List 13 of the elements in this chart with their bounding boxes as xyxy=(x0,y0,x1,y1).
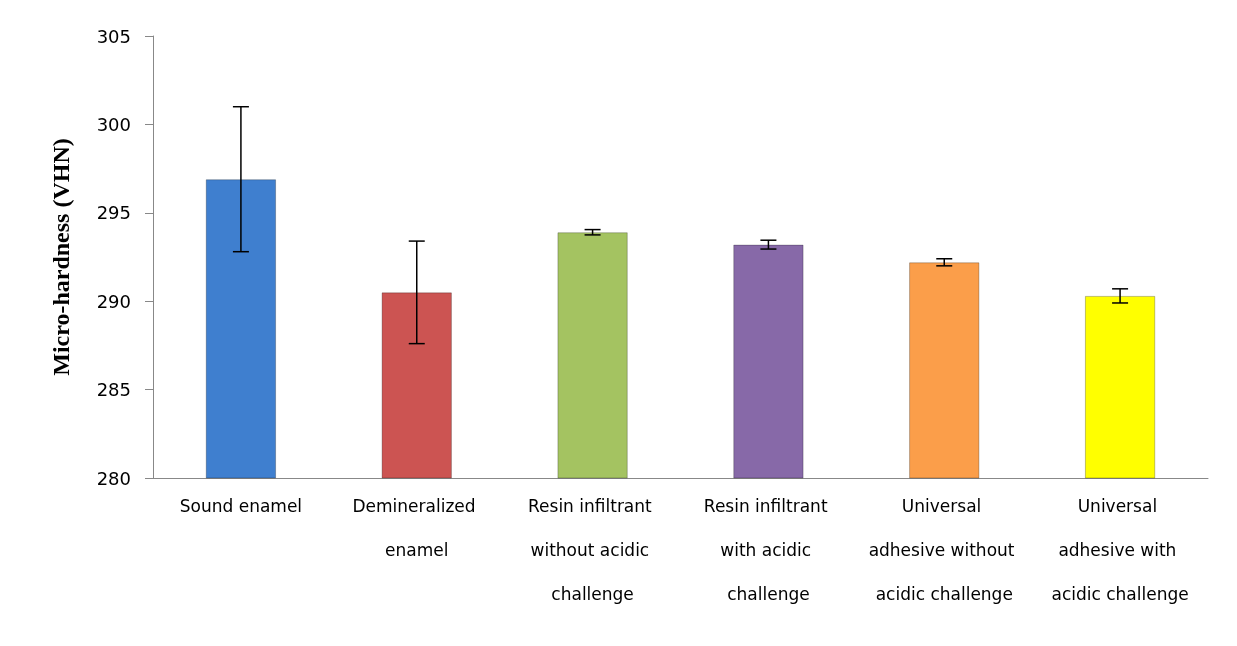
category-label: Resin infiltrant with acidic challenge xyxy=(703,496,828,604)
x-tick-label: Sound enamel xyxy=(179,496,303,516)
y-tick-label: 300 xyxy=(96,113,131,135)
category-label: Resin infiltrant without acidic challenge xyxy=(528,496,652,604)
y-tick-label: 280 xyxy=(96,467,131,489)
y-tick-label: 295 xyxy=(96,202,131,224)
category-label: Universal adhesive with acidic challenge xyxy=(1051,496,1189,604)
y-tick-label: 290 xyxy=(96,290,131,312)
y-axis-title: Micro-hardness (VHN) xyxy=(48,138,74,376)
category-label: Demineralized enamel xyxy=(352,496,476,560)
y-tick-label: 285 xyxy=(96,379,131,401)
category-label: Universal adhesive without acidic challenge xyxy=(868,496,1015,604)
y-tick-label: 305 xyxy=(96,25,131,47)
